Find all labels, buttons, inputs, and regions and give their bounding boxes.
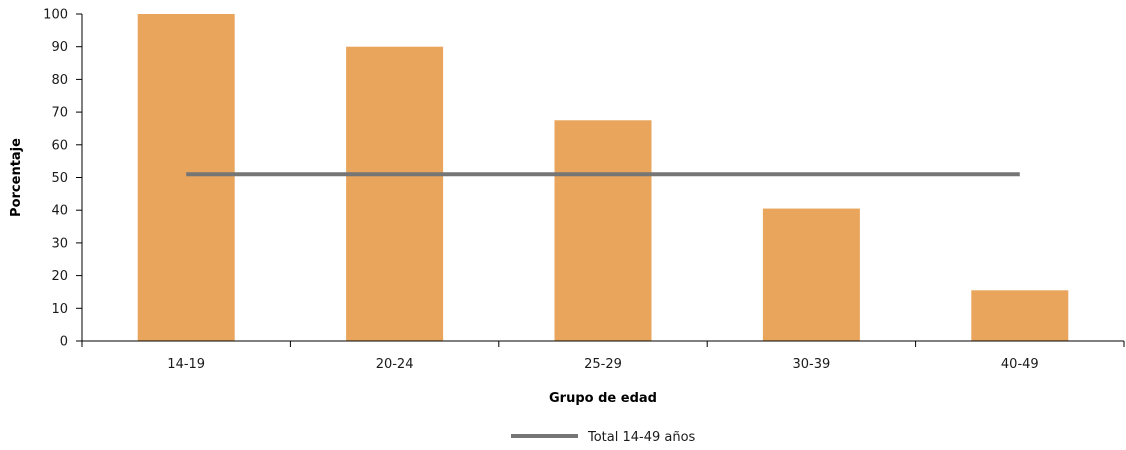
x-axis-title: Grupo de edad xyxy=(549,391,657,406)
y-tick-label: 40 xyxy=(51,204,68,219)
bar-40-49 xyxy=(971,290,1069,341)
y-axis-ticks: 0 10 20 30 40 50 60 70 80 90 100 xyxy=(43,8,82,350)
y-tick-label: 0 xyxy=(60,335,68,350)
y-tick-label: 10 xyxy=(51,302,68,317)
y-tick-label: 90 xyxy=(51,40,68,55)
legend-label-total: Total 14-49 años xyxy=(587,430,696,445)
y-tick-label: 80 xyxy=(51,73,68,88)
y-tick-label: 60 xyxy=(51,138,68,153)
bars xyxy=(137,14,1069,342)
x-tick-label: 20-24 xyxy=(376,357,414,372)
y-axis-title: Porcentaje xyxy=(9,138,24,217)
y-tick-label: 100 xyxy=(43,8,68,23)
x-tick-label: 25-29 xyxy=(584,357,622,372)
bar-30-39 xyxy=(762,208,860,341)
y-tick-label: 20 xyxy=(51,269,68,284)
y-tick-label: 30 xyxy=(51,236,68,251)
y-tick-label: 70 xyxy=(51,106,68,121)
x-tick-label: 14-19 xyxy=(167,357,205,372)
bar-20-24 xyxy=(346,46,444,341)
x-tick-label: 40-49 xyxy=(1001,357,1039,372)
x-tick-label: 30-39 xyxy=(793,357,831,372)
bar-25-29 xyxy=(554,120,652,342)
bar-14-19 xyxy=(137,14,235,341)
x-axis-ticks: 14-19 20-24 25-29 30-39 40-49 xyxy=(81,341,1125,372)
legend: Total 14-49 años xyxy=(511,430,696,445)
y-tick-label: 50 xyxy=(51,171,68,186)
